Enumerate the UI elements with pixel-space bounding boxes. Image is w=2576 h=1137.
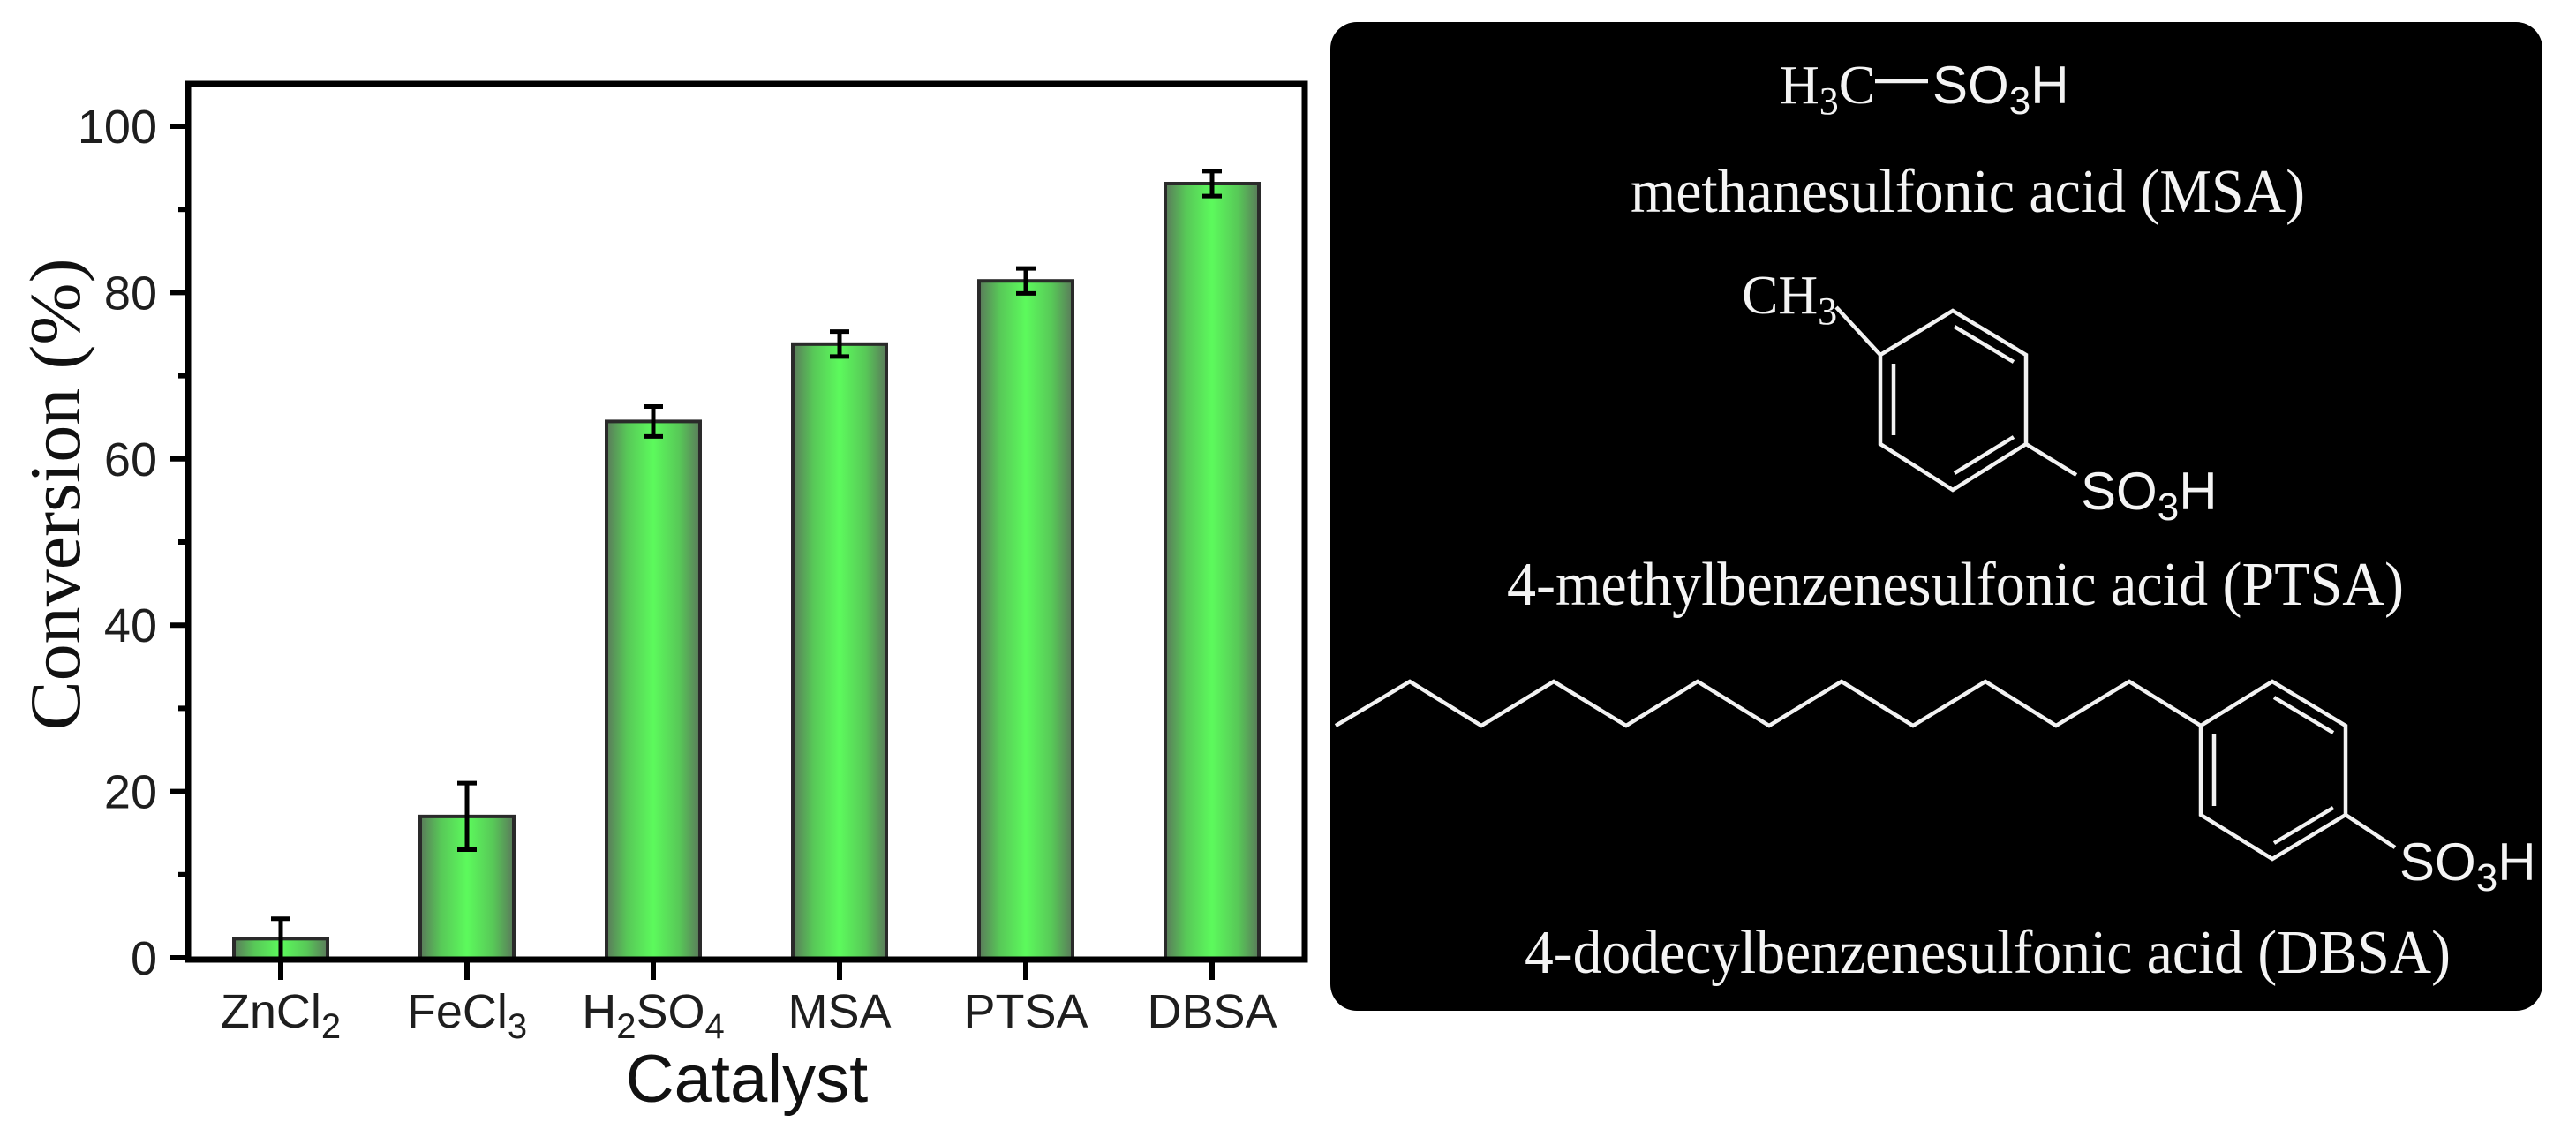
bar-dbsa <box>1164 181 1261 962</box>
error-bar-msa <box>830 329 849 359</box>
y-tick-label: 100 <box>78 101 157 154</box>
plot-frame <box>185 80 1308 963</box>
y-tick-label: 20 <box>104 766 157 819</box>
x-tick-label: FeCl3 <box>407 985 527 1046</box>
dbsa-structure: SO3H 4-dodecylbenzenesulfonic acid (DBSA… <box>1334 679 2536 987</box>
x-tick-label: MSA <box>787 985 891 1038</box>
x-tick-label: PTSA <box>963 985 1088 1038</box>
y-tick-label: 60 <box>104 433 157 486</box>
error-bar-ptsa <box>1016 266 1036 296</box>
dbsa-dodecyl-chain <box>1334 679 2203 728</box>
bar-msa <box>791 342 888 961</box>
ptsa-methyl-group: CH3 <box>1742 266 1837 333</box>
x-tick-label: H2SO4 <box>582 985 725 1046</box>
structures-panel: H3C SO3H methanesulfonic acid (MSA) CH3 … <box>1330 22 2542 1011</box>
error-bar-fecl3 <box>457 780 477 853</box>
x-axis-ticks: ZnCl2 FeCl3 H2SO4 MSA PTSA DBSA <box>221 960 1277 1046</box>
dbsa-sulfonic-group: SO3H <box>2399 832 2536 900</box>
ptsa-sulfonic-group: SO3H <box>2081 462 2218 529</box>
y-tick-label: 80 <box>104 267 157 320</box>
bars-group <box>232 181 1261 962</box>
error-bar-h2so4 <box>644 403 663 439</box>
x-tick-label: DBSA <box>1147 985 1277 1038</box>
ptsa-label: 4-methylbenzenesulfonic acid (PTSA) <box>1507 551 2404 619</box>
bar-ptsa <box>977 279 1074 962</box>
error-bars-group <box>271 169 1222 961</box>
x-tick-label: ZnCl2 <box>221 985 341 1046</box>
dbsa-label: 4-dodecylbenzenesulfonic acid (DBSA) <box>1525 919 2451 987</box>
bar-h2so4 <box>605 419 702 962</box>
msa-methyl-group: H3C <box>1780 56 1875 123</box>
y-axis-title: Conversion (%) <box>15 259 95 731</box>
msa-structure: H3C SO3H methanesulfonic acid (MSA) <box>1631 56 2305 226</box>
ptsa-structure: CH3 SO3H 4-methylbenzenesulfonic acid (P… <box>1507 266 2404 619</box>
y-tick-label: 40 <box>104 599 157 652</box>
msa-sulfonic-group: SO3H <box>1932 56 2069 123</box>
ptsa-benzene-ring <box>1834 305 2078 493</box>
error-bar-dbsa <box>1202 169 1222 199</box>
y-axis-ticks: 0 20 40 60 80 100 <box>78 101 188 985</box>
msa-label: methanesulfonic acid (MSA) <box>1631 158 2305 226</box>
x-axis-title: Catalyst <box>626 1042 869 1117</box>
structures-panel-background <box>1330 22 2542 1011</box>
dbsa-benzene-ring <box>2198 679 2397 862</box>
y-tick-label: 0 <box>131 932 157 985</box>
